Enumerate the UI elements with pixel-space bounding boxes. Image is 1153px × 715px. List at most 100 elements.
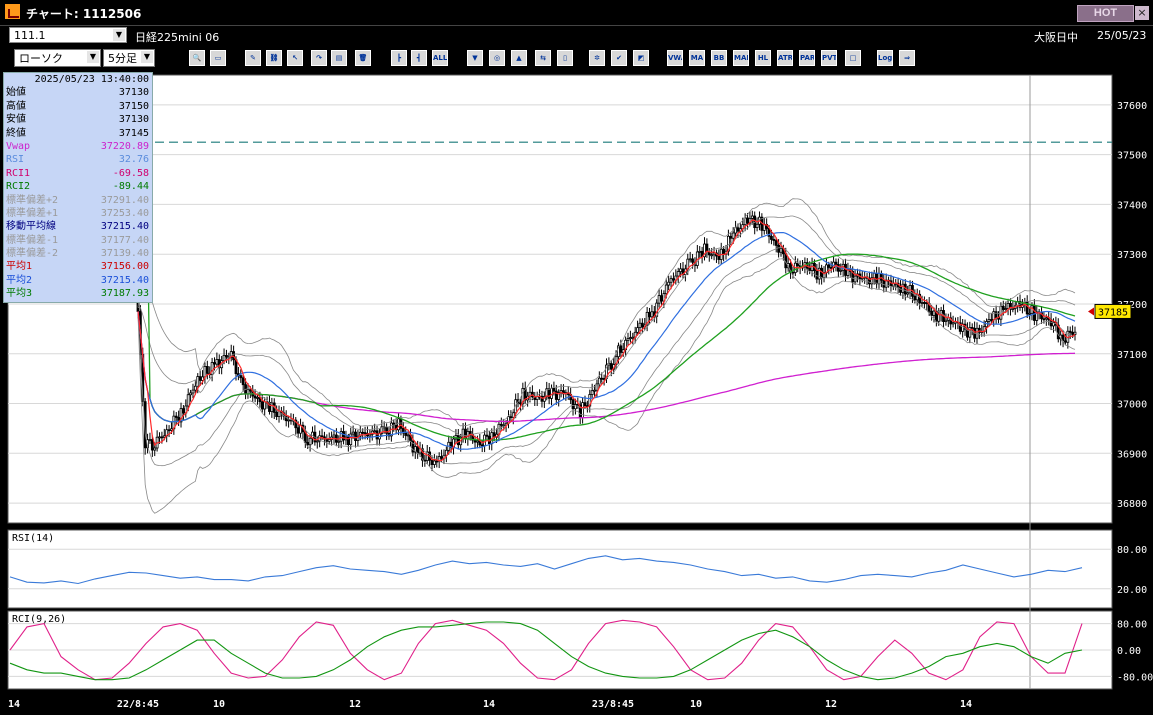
vwap-icon[interactable]: VWAP <box>667 50 683 66</box>
candle <box>777 245 781 253</box>
export-icon[interactable]: ⇒ <box>899 50 915 66</box>
window-icon[interactable]: ▭ <box>210 50 226 66</box>
search-chart-icon[interactable]: ◎ <box>489 50 505 66</box>
candle <box>511 412 515 418</box>
candle <box>930 310 933 316</box>
candle <box>676 271 680 277</box>
chart-app-icon <box>5 4 20 19</box>
candle <box>296 427 300 434</box>
zoom-icon[interactable]: 🔍 <box>189 50 205 66</box>
candle-b-icon[interactable]: ┫ <box>411 50 427 66</box>
candle <box>256 397 259 399</box>
document-icon[interactable]: ▤ <box>331 50 347 66</box>
price-tick-label: 37600 <box>1117 101 1147 112</box>
all-icon[interactable]: ALL <box>432 50 448 66</box>
candle <box>275 411 279 417</box>
candle <box>743 217 747 226</box>
price-tick-label: 37000 <box>1117 400 1147 411</box>
pvt-icon[interactable]: PVT <box>821 50 837 66</box>
compare-icon[interactable]: ⇆ <box>535 50 551 66</box>
stamp-icon[interactable]: ▼ <box>467 50 483 66</box>
redo-icon[interactable]: ↷ <box>311 50 327 66</box>
info-panel: 2025/05/23 13:40:00 始値 37130 高値 37150 安値 3713… <box>3 72 153 303</box>
candle <box>306 442 310 446</box>
chart-canvas[interactable]: 37600 37500 37400 37300 37200 37100 37000 36900… <box>0 71 1153 715</box>
candle <box>1056 324 1060 340</box>
interval-select[interactable]: 5分足 ▼ <box>103 49 155 67</box>
candle <box>519 402 522 405</box>
candle <box>143 401 147 449</box>
candle <box>1044 317 1048 320</box>
candle-a-icon[interactable]: ┣ <box>391 50 407 66</box>
info-label: 標準偏差+2 <box>6 194 59 206</box>
candle <box>179 408 183 423</box>
para-icon[interactable]: PAR <box>799 50 815 66</box>
x-tick-label: 14 <box>960 699 972 710</box>
candle <box>421 448 424 461</box>
info-value: 37130 <box>118 87 149 99</box>
log-icon[interactable]: Log <box>877 50 893 66</box>
chevron-down-icon[interactable]: ▼ <box>113 29 125 41</box>
chart-up-icon[interactable]: ▲ <box>511 50 527 66</box>
price-marker-icon <box>1088 307 1094 316</box>
candle <box>182 408 185 414</box>
chart-area[interactable]: 37600 37500 37400 37300 37200 37100 37000 36900… <box>0 71 1153 715</box>
color-icon[interactable]: ◩ <box>633 50 649 66</box>
candle <box>600 377 604 380</box>
candle <box>368 433 372 437</box>
info-value: 37130 <box>118 114 149 126</box>
candle <box>210 362 214 376</box>
pencil-icon[interactable]: ✎ <box>245 50 261 66</box>
candle <box>667 281 671 286</box>
chart-type-select[interactable]: ローソク ▼ <box>14 49 101 67</box>
link-icon[interactable]: ⛓ <box>266 50 282 66</box>
bb-icon[interactable]: BB <box>711 50 727 66</box>
price-tick-label: 37100 <box>1117 350 1147 361</box>
close-button[interactable]: × <box>1135 6 1149 20</box>
window-title: チャート: 1112506 <box>26 7 142 21</box>
candle <box>1004 308 1008 310</box>
candle <box>193 385 197 391</box>
mae-icon[interactable]: MAE <box>733 50 749 66</box>
chevron-down-icon[interactable]: ▼ <box>87 51 99 63</box>
candle <box>287 419 290 422</box>
candle <box>827 264 831 268</box>
info-row: Vwap 37220.89 <box>4 140 152 153</box>
candle <box>499 423 503 426</box>
candle <box>583 402 587 407</box>
candle <box>150 439 154 451</box>
info-value: 37215.40 <box>100 274 149 286</box>
instrument-name: 日経225mini 06 <box>135 31 220 44</box>
cursor-icon[interactable]: ↖ <box>287 50 303 66</box>
candle <box>315 440 319 443</box>
rsi-panel <box>7 529 1113 609</box>
candle <box>361 431 365 434</box>
ma-icon[interactable]: MA <box>689 50 705 66</box>
candle <box>932 310 936 316</box>
candle <box>808 267 812 271</box>
candle <box>404 432 408 436</box>
gray-icon[interactable]: ▯ <box>557 50 573 66</box>
code-select[interactable]: 111.1 ▼ <box>9 27 127 43</box>
candle <box>664 284 668 295</box>
candle <box>432 460 436 465</box>
settings-icon[interactable]: ✲ <box>589 50 605 66</box>
candle <box>648 311 651 318</box>
hot-button[interactable]: HOT <box>1077 5 1134 22</box>
chevron-down-icon[interactable]: ▼ <box>141 51 153 63</box>
trash-icon[interactable]: 🗑 <box>355 50 371 66</box>
candle <box>581 402 584 418</box>
box-icon[interactable]: □ <box>845 50 861 66</box>
wrench-icon[interactable]: ✔ <box>611 50 627 66</box>
candle <box>416 446 420 454</box>
candle <box>320 435 324 438</box>
rsi-title: RSI(14) <box>12 533 54 544</box>
candle <box>1073 331 1077 335</box>
candle <box>1006 303 1010 309</box>
hl-icon[interactable]: HL <box>755 50 771 66</box>
candle <box>542 396 546 402</box>
info-value: 37253.40 <box>100 207 149 219</box>
candle <box>554 390 558 400</box>
rsi-line-0 <box>9 555 1083 585</box>
atr-icon[interactable]: ATR <box>777 50 793 66</box>
